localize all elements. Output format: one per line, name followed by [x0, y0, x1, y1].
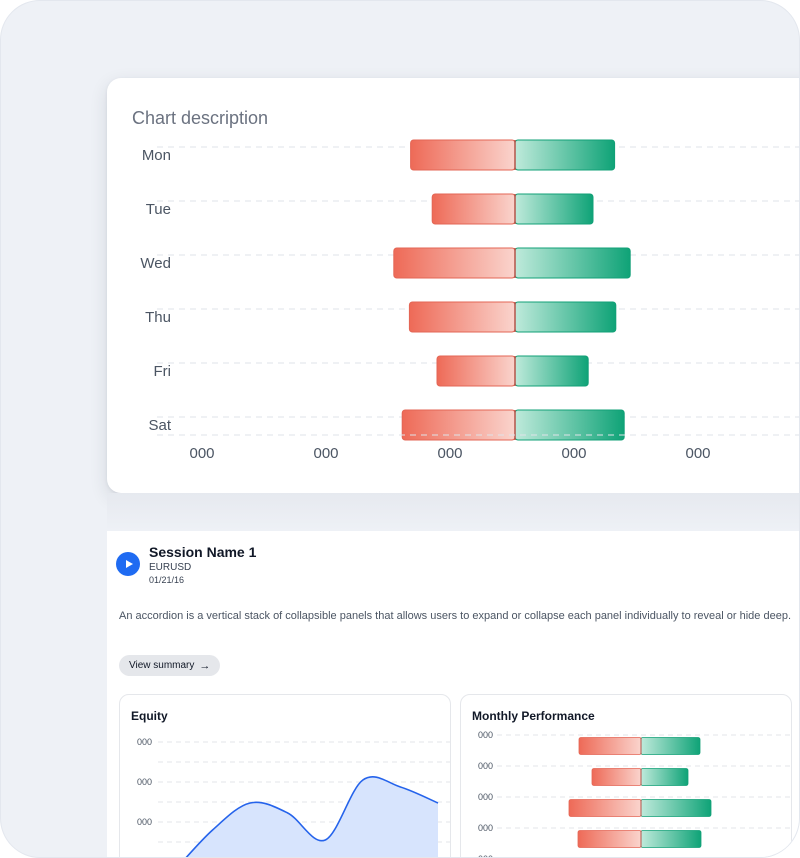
equity-chart: 000 000 000 — [137, 737, 450, 857]
bar-positive — [514, 355, 589, 387]
view-summary-button[interactable]: View summary → — [119, 655, 221, 676]
x-tick-label: 000 — [189, 445, 214, 462]
main-chart-card: Mon Tue Wed Thu Fri Sat 000 000 000 000 000 Chart … — [107, 78, 799, 493]
bar-negative — [410, 139, 516, 171]
bar-negative — [591, 768, 642, 786]
session-date: 01/21/16 — [149, 575, 185, 585]
bar-negative — [393, 247, 516, 279]
x-tick-label: 000 — [437, 445, 462, 462]
bar-negative — [577, 830, 642, 848]
bar-positive — [640, 830, 702, 848]
x-tick-label: 000 — [313, 445, 338, 462]
bar-negative — [568, 799, 642, 817]
y-tick-label: 000 — [478, 730, 493, 740]
y-tick-label: 000 — [137, 737, 152, 747]
main-chart: Mon Tue Wed Thu Fri Sat 000 000 000 000 000 — [140, 139, 799, 462]
y-tick-label: Fri — [154, 363, 172, 380]
bar-positive — [640, 737, 701, 755]
y-tick-label: Thu — [145, 309, 171, 326]
session-pair: EURUSD — [149, 562, 192, 573]
bar-positive — [640, 799, 712, 817]
x-tick-label: 000 — [685, 445, 710, 462]
play-button[interactable] — [116, 552, 140, 576]
bar-negative — [578, 737, 642, 755]
y-tick-label: Sat — [148, 417, 171, 434]
session-section: Session Name 1 EURUSD 01/21/16 An accord… — [107, 531, 799, 858]
y-tick-label: 000 — [478, 854, 493, 858]
y-tick-label: Tue — [146, 201, 171, 218]
bar-negative — [431, 193, 516, 225]
session-description: An accordion is a vertical stack of coll… — [119, 610, 791, 622]
bar-negative — [408, 301, 516, 333]
bar-positive — [514, 139, 616, 171]
monthly-performance-card: 000 000 000 000 000 Monthly Performance — [460, 694, 792, 858]
y-tick-label: 000 — [137, 777, 152, 787]
bar-positive — [514, 193, 594, 225]
card-divider — [107, 493, 799, 531]
equity-line — [185, 776, 439, 857]
y-tick-label: 000 — [137, 817, 152, 827]
view-summary-label: View summary — [129, 660, 195, 671]
arrow-right-icon: → — [199, 659, 211, 672]
bar-positive — [514, 301, 617, 333]
y-tick-label: Mon — [142, 147, 171, 164]
bar-positive — [514, 247, 631, 279]
y-tick-label: 000 — [478, 792, 493, 802]
monthly-performance-title: Monthly Performance — [472, 709, 595, 723]
session-name: Session Name 1 — [149, 544, 257, 560]
equity-card: 000 000 000 Equity — [119, 694, 451, 857]
equity-title: Equity — [131, 709, 168, 723]
monthly-performance-chart: 000 000 000 000 000 — [478, 730, 791, 858]
bar-positive — [640, 768, 689, 786]
y-tick-label: 000 — [478, 823, 493, 833]
equity-area — [186, 776, 438, 857]
play-icon — [125, 560, 133, 568]
x-tick-label: 000 — [561, 445, 586, 462]
y-tick-label: 000 — [478, 761, 493, 771]
bar-negative — [436, 355, 516, 387]
y-tick-label: Wed — [140, 255, 171, 272]
main-chart-title: Chart description — [132, 108, 269, 128]
